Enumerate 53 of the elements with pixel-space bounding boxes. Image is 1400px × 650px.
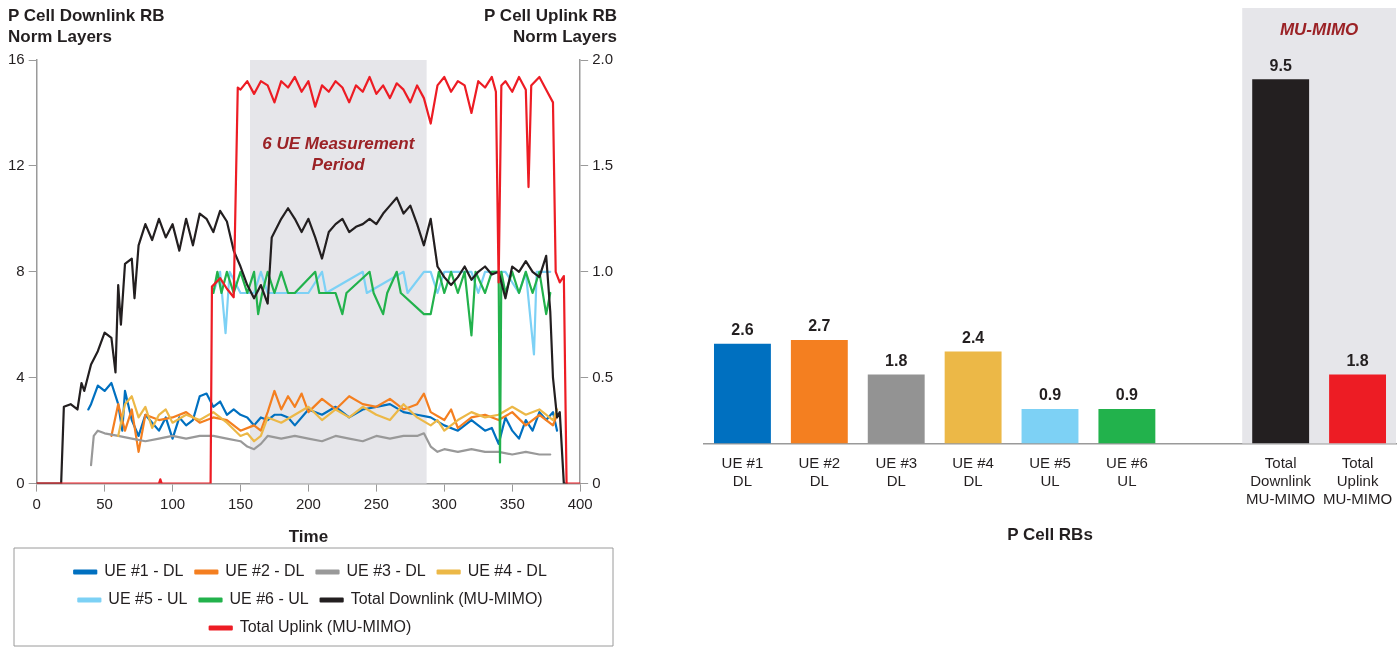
x-tick-label: 250 (363, 494, 389, 512)
x-tick-label: UE #6 UL (1106, 453, 1148, 489)
x-tick-label: 150 (227, 494, 253, 512)
legend-label: UE #4 - DL (467, 562, 547, 580)
bar (714, 343, 771, 444)
x-axis-title: Time (288, 527, 329, 547)
x-tick-label: UE #4 DL (952, 453, 994, 489)
band-label: MU-MIMO (1279, 19, 1359, 39)
x-tick-label: 0 (32, 494, 41, 512)
x-tick-label: 200 (295, 494, 321, 512)
x-tick-label: 100 (160, 494, 186, 512)
y2-tick-label: 1.0 (592, 261, 614, 279)
bar (1021, 409, 1079, 444)
y-tick-label: 12 (8, 156, 25, 174)
y2-tick-label: 0.5 (592, 367, 614, 385)
y2-axis-title: P Cell Uplink RB Norm Layers (484, 6, 617, 47)
data-label: 2.4 (961, 328, 985, 346)
data-label: 2.6 (731, 321, 754, 339)
y-axis-title: P Cell Downlink RB Norm Layers (8, 6, 165, 47)
x-tick-label: UE #3 DL (875, 453, 918, 489)
data-label: 1.8 (1346, 351, 1369, 369)
legend-label: UE #6 - UL (229, 590, 309, 608)
y-tick-label: 16 (8, 50, 25, 68)
band-label: 6 UE Measurement Period (262, 134, 416, 175)
y2-tick-label: 2.0 (592, 50, 614, 68)
data-label: 1.8 (885, 351, 908, 369)
y-tick-label: 8 (16, 261, 25, 279)
bar (790, 340, 848, 444)
legend-label: Total Uplink (MU-MIMO) (239, 618, 412, 636)
bar (944, 351, 1002, 444)
x-tick-label: UE #2 DL (798, 453, 841, 489)
x-tick-label: Total Uplink MU-MIMO (1322, 453, 1393, 507)
data-label: 9.5 (1269, 56, 1292, 74)
x-tick-label: UE #5 UL (1029, 453, 1071, 489)
x-tick-label: 50 (96, 494, 113, 512)
bar (1329, 374, 1386, 444)
x-tick-label: 400 (567, 494, 593, 512)
x-tick-label: Total Downlink MU-MIMO (1246, 453, 1316, 507)
legend-label: UE #1 - DL (104, 562, 184, 580)
bar (1098, 409, 1156, 444)
data-label: 0.9 (1038, 386, 1062, 404)
x-tick-label: UE #1 DL (721, 453, 764, 489)
data-label: 0.9 (1115, 386, 1139, 404)
legend-label: UE #5 - UL (108, 590, 188, 608)
legend-label: UE #3 - DL (346, 562, 426, 580)
legend-label: UE #2 - DL (225, 562, 305, 580)
data-label: 2.7 (808, 317, 831, 335)
x-tick-label: 300 (431, 494, 457, 512)
x-tick-label: 350 (499, 494, 525, 512)
legend-label: Total Downlink (MU-MIMO) (350, 590, 543, 608)
x-axis-title: P Cell RBs (1007, 525, 1093, 545)
y-tick-label: 4 (16, 367, 25, 385)
y2-tick-label: 1.5 (592, 156, 614, 174)
